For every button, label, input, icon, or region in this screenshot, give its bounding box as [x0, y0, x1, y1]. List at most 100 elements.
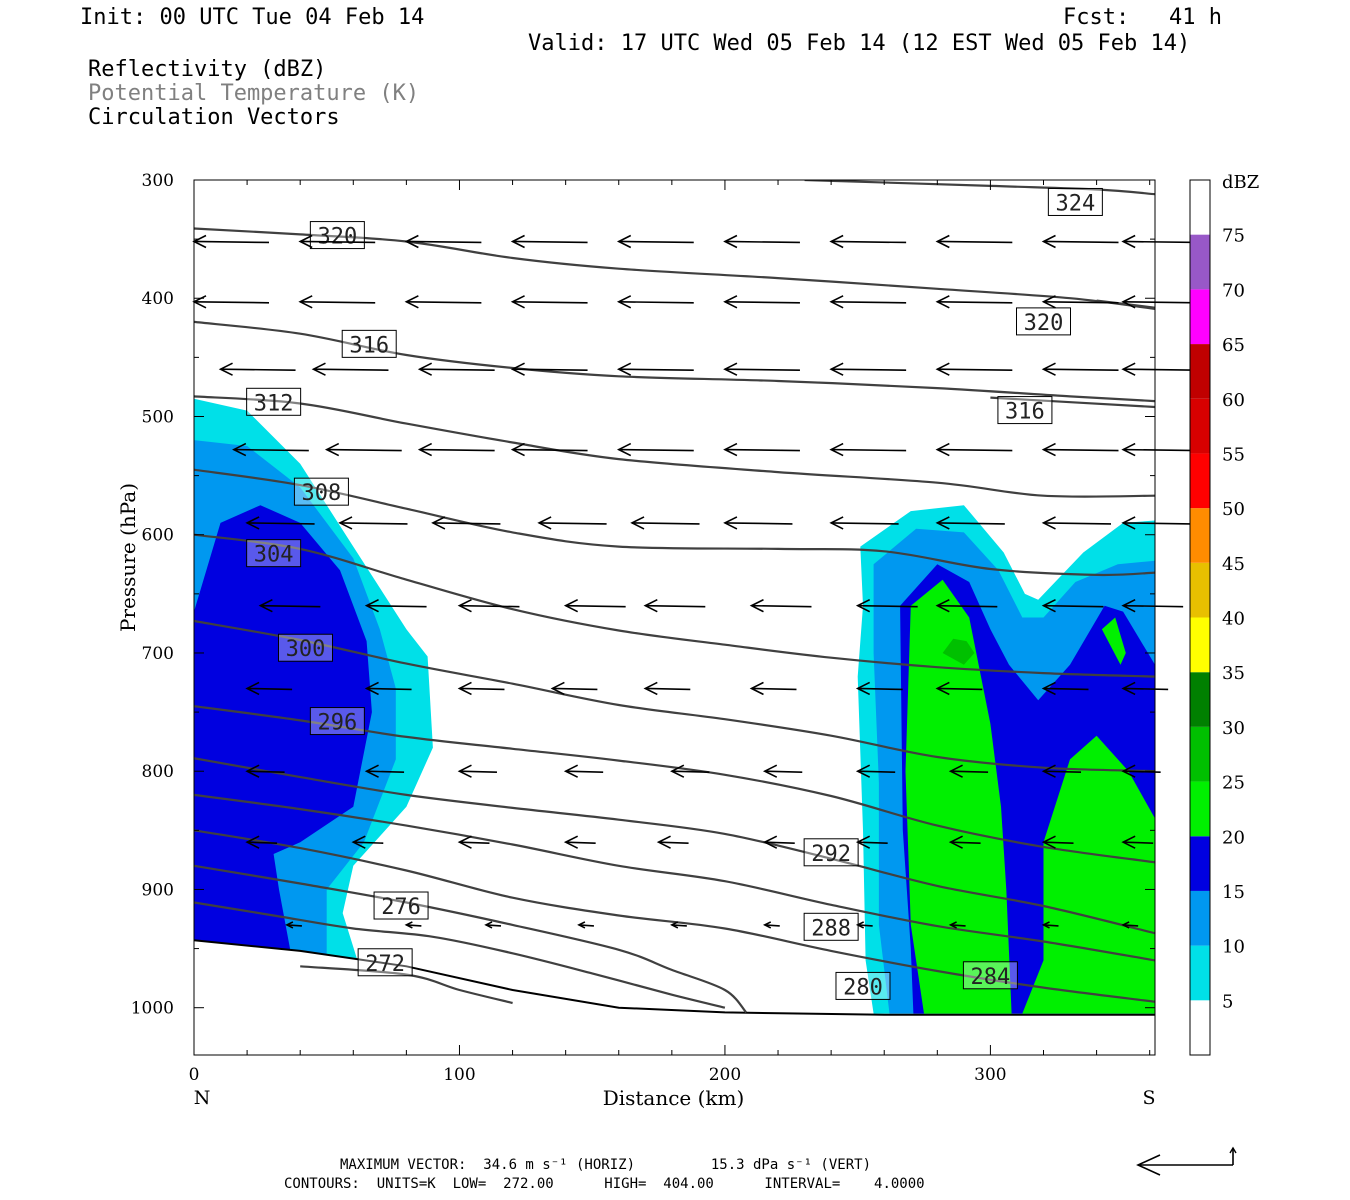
- vector-shaft: [300, 240, 376, 244]
- vector-head: [550, 681, 565, 696]
- vector-head: [245, 681, 260, 696]
- circulation-vector: [245, 764, 285, 778]
- colorbar-swatch: [1190, 617, 1210, 673]
- vector-head: [855, 764, 871, 778]
- vector-head: [577, 921, 586, 929]
- vector-head: [1041, 442, 1056, 457]
- circulation-vector: [563, 598, 626, 613]
- vector-head: [457, 835, 472, 849]
- circulation-vector: [1121, 234, 1199, 249]
- vector-shaft: [671, 924, 687, 927]
- circulation-vector: [550, 681, 598, 696]
- circulation-vector: [192, 234, 270, 249]
- vector-head: [829, 442, 844, 457]
- vector-head: [298, 234, 313, 249]
- contour-label-text: 276: [381, 895, 421, 920]
- circulation-vector: [723, 516, 793, 530]
- vector-shaft: [764, 841, 795, 844]
- theta-contour-284: [194, 829, 1155, 1003]
- vector-shaft: [724, 300, 800, 304]
- circulation-vector: [723, 442, 800, 457]
- circulation-vector: [457, 598, 520, 613]
- y-tick-label: 400: [142, 289, 174, 309]
- axes-layer: 300 400 500 600 700 800 900 1000 0 100 200 300 Dista…: [116, 171, 1156, 1110]
- theta-contour-label-288: 288: [803, 912, 859, 941]
- vector-head: [218, 362, 233, 376]
- contour-label-box: [309, 221, 365, 250]
- vector-shaft: [552, 687, 598, 691]
- reflectivity-15dbz-region: [194, 505, 372, 961]
- theta-contour-312: [194, 395, 1155, 498]
- vector-shaft: [618, 448, 694, 452]
- circulation-vector: [1041, 835, 1074, 849]
- vector-shaft: [671, 770, 710, 774]
- circulation-vector: [948, 921, 966, 929]
- circulation-vector: [285, 921, 302, 929]
- vector-shaft: [313, 368, 389, 371]
- vector-head: [855, 921, 865, 929]
- vector-head: [245, 516, 260, 530]
- y-axis-label: Pressure (hPa): [116, 483, 140, 632]
- vector-head: [563, 598, 579, 613]
- vector-shaft: [565, 841, 596, 844]
- vector-head: [829, 516, 844, 530]
- vector-shaft: [485, 924, 502, 927]
- colorbar-swatch: [1190, 726, 1210, 782]
- vector-shaft: [950, 924, 966, 927]
- vector-shaft: [857, 604, 918, 608]
- circulation-vector: [616, 362, 694, 376]
- vector-shaft: [1043, 240, 1119, 244]
- theta-contour-label-308: 308: [293, 477, 349, 506]
- theta-contour-308: [194, 468, 1155, 577]
- circulation-vector: [364, 764, 405, 778]
- vector-head: [656, 835, 671, 849]
- colorbar-unit: dBZ: [1222, 172, 1259, 193]
- vector-head: [935, 516, 950, 530]
- vector-shaft: [366, 687, 412, 691]
- circulation-vector-layer: [192, 234, 1199, 929]
- vector-head: [1121, 442, 1136, 457]
- vector-shaft: [937, 687, 983, 691]
- circulation-vector: [855, 598, 918, 613]
- vector-head: [1121, 835, 1136, 849]
- y-tick-label: 500: [142, 407, 174, 427]
- circulation-vector: [935, 681, 983, 696]
- vector-shaft: [1043, 770, 1082, 774]
- vector-head: [1041, 764, 1056, 778]
- theta-contour-320: [194, 227, 1155, 310]
- contour-label-text: 280: [843, 975, 883, 1000]
- vector-head: [431, 516, 446, 530]
- vector-head: [1041, 362, 1056, 376]
- vector-shaft: [286, 924, 302, 927]
- circulation-vector: [563, 835, 596, 849]
- valid-time: Valid: 17 UTC Wed 05 Feb 14 (12 EST Wed …: [528, 31, 1191, 56]
- x-tick-label: 200: [709, 1065, 741, 1085]
- x-tick-label: 300: [974, 1065, 1006, 1085]
- circulation-vector: [510, 295, 588, 309]
- vector-shaft: [724, 448, 800, 452]
- circulation-vector: [762, 921, 780, 929]
- vector-shaft: [857, 687, 903, 691]
- vector-head: [338, 516, 353, 530]
- circulation-vector: [1041, 442, 1119, 457]
- contour-label-box: [246, 387, 302, 416]
- vector-shaft: [1123, 300, 1199, 304]
- circulation-vector: [311, 362, 389, 376]
- vector-head: [1121, 681, 1136, 696]
- circulation-vector: [1041, 921, 1059, 929]
- contour-label-text: 316: [349, 333, 389, 358]
- circulation-vector: [258, 598, 321, 613]
- theta-contour-label-324: 324: [1047, 187, 1103, 216]
- circulation-vector: [404, 921, 422, 929]
- contour-label-box: [997, 396, 1053, 425]
- circulation-vector: [935, 362, 1013, 376]
- vector-shaft: [512, 300, 588, 304]
- vector-shaft: [247, 841, 278, 844]
- vector-shaft: [539, 522, 607, 525]
- circulation-vector: [510, 362, 588, 376]
- circulation-vector: [762, 835, 795, 849]
- vector-shaft: [937, 368, 1013, 371]
- vector-head: [1041, 295, 1056, 309]
- circulation-vector: [404, 295, 482, 309]
